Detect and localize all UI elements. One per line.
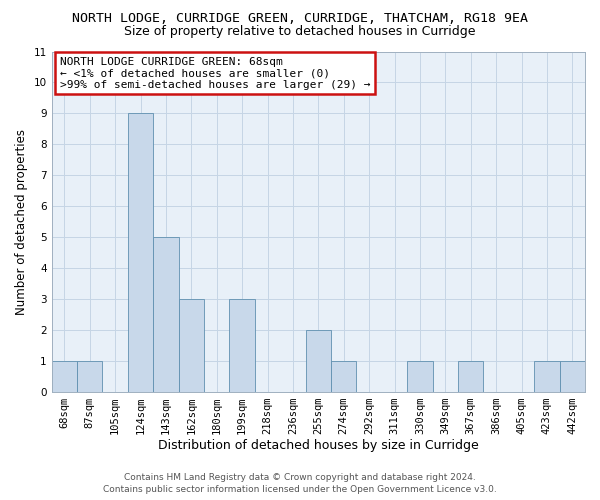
X-axis label: Distribution of detached houses by size in Curridge: Distribution of detached houses by size …	[158, 440, 479, 452]
Bar	[77, 360, 103, 392]
Bar	[331, 360, 356, 392]
Text: Size of property relative to detached houses in Curridge: Size of property relative to detached ho…	[124, 25, 476, 38]
Bar	[305, 330, 331, 392]
Bar	[407, 360, 433, 392]
Text: Contains HM Land Registry data © Crown copyright and database right 2024.
Contai: Contains HM Land Registry data © Crown c…	[103, 472, 497, 494]
Bar	[458, 360, 484, 392]
Y-axis label: Number of detached properties: Number of detached properties	[15, 128, 28, 314]
Bar	[52, 360, 77, 392]
Text: NORTH LODGE CURRIDGE GREEN: 68sqm
← <1% of detached houses are smaller (0)
>99% : NORTH LODGE CURRIDGE GREEN: 68sqm ← <1% …	[59, 56, 370, 90]
Bar	[153, 237, 179, 392]
Bar	[229, 299, 255, 392]
Bar	[179, 299, 204, 392]
Text: NORTH LODGE, CURRIDGE GREEN, CURRIDGE, THATCHAM, RG18 9EA: NORTH LODGE, CURRIDGE GREEN, CURRIDGE, T…	[72, 12, 528, 26]
Bar	[534, 360, 560, 392]
Bar	[560, 360, 585, 392]
Bar	[128, 114, 153, 392]
